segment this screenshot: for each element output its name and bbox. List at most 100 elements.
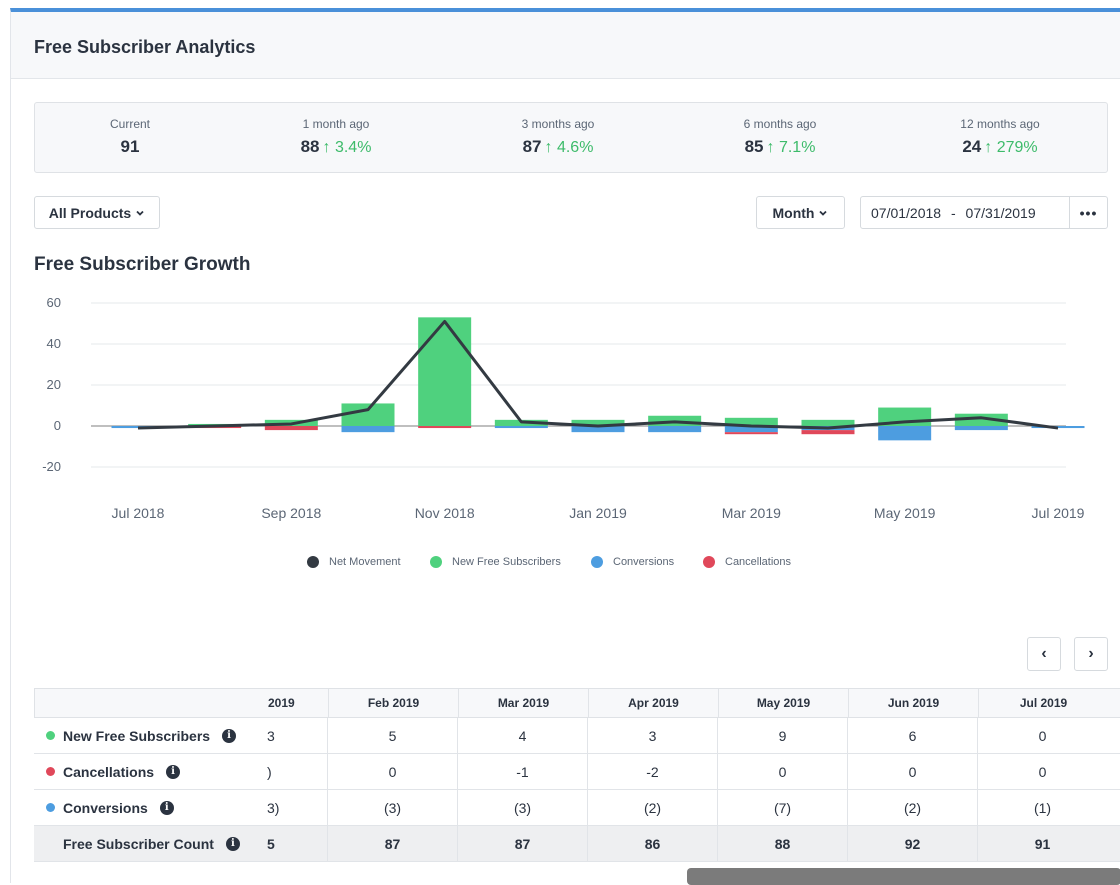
series-dot-spacer: [46, 839, 55, 848]
table-cell: 91: [977, 826, 1107, 861]
table-cell: 0: [327, 754, 457, 789]
chart-title: Free Subscriber Growth: [34, 254, 251, 275]
legend-label: Net Movement: [329, 556, 401, 568]
legend-new-free-subscribers[interactable]: New Free Subscribers: [430, 556, 561, 568]
table-cell: 0: [847, 754, 977, 789]
table-cell: 87: [327, 826, 457, 861]
bar-conversions: [954, 426, 1008, 431]
analytics-panel: Free Subscriber Analytics Current 91 1 m…: [10, 8, 1120, 885]
table-cell: (3): [327, 790, 457, 825]
column-header[interactable]: Mar 2019: [458, 689, 588, 717]
stat-value: 88: [300, 137, 320, 156]
legend-label: New Free Subscribers: [452, 556, 561, 568]
column-header-partial: 2019: [268, 696, 295, 710]
legend-swatch: [591, 556, 603, 568]
y-tick-label: 0: [54, 418, 61, 433]
table-cell: 0: [717, 754, 847, 789]
table-cell: (7): [717, 790, 847, 825]
chevron-left-icon: ‹: [1041, 645, 1047, 662]
arrow-up-icon: ↑: [766, 139, 775, 156]
info-icon[interactable]: i: [222, 728, 237, 743]
table-cell: 3: [587, 718, 717, 753]
chevron-down-icon: [819, 210, 828, 216]
info-icon[interactable]: i: [159, 800, 174, 815]
prev-page-button[interactable]: ‹: [1027, 637, 1061, 671]
table-cell: 88: [717, 826, 847, 861]
x-tick-label: Jan 2019: [569, 505, 627, 521]
period-dropdown-label: Month: [772, 204, 815, 221]
row-label-text: Cancellations: [63, 763, 155, 780]
table-cell: 0: [977, 718, 1107, 753]
legend-net-movement[interactable]: Net Movement: [307, 556, 401, 568]
row-label-text: New Free Subscribers: [63, 727, 211, 744]
table-cell: 0: [977, 754, 1107, 789]
column-header[interactable]: Jul 2019: [978, 689, 1108, 717]
ellipsis-icon: •••: [1079, 204, 1098, 221]
table-row-conversions: Conversions i 3) (3) (3) (2) (7) (2) (1): [34, 790, 1120, 826]
net-movement-line: [137, 319, 1059, 430]
bar-new-free-subscribers: [341, 403, 395, 426]
table-cell: (2): [847, 790, 977, 825]
products-dropdown-label: All Products: [48, 204, 132, 221]
legend-conversions[interactable]: Conversions: [591, 556, 674, 568]
arrow-up-icon: ↑: [984, 139, 993, 156]
legend-cancellations[interactable]: Cancellations: [703, 556, 791, 568]
info-icon[interactable]: i: [166, 764, 181, 779]
bar-new-free-subscribers: [571, 419, 625, 426]
bar-conversions: [341, 426, 395, 433]
stat-label: 12 months ago: [960, 117, 1040, 131]
panel-title: Free Subscriber Analytics: [34, 37, 256, 57]
bar-conversions: [724, 426, 778, 433]
horizontal-scrollbar[interactable]: [687, 868, 1120, 885]
stat-label: Current: [109, 117, 150, 131]
chart-legend: Net Movement New Free Subscribers Conver…: [11, 556, 1120, 572]
row-label: Cancellations i: [34, 754, 264, 789]
products-dropdown[interactable]: All Products: [34, 196, 160, 229]
legend-swatch: [430, 556, 442, 568]
row-label: Conversions i: [34, 790, 264, 825]
table-cell: 86: [587, 826, 717, 861]
legend-swatch: [703, 556, 715, 568]
breakdown-table: 2019 Feb 2019 Mar 2019 Apr 2019 May 2019…: [34, 688, 1120, 863]
column-header[interactable]: Feb 2019: [328, 689, 458, 717]
row-label: New Free Subscribers i: [34, 718, 264, 753]
table-row-cancellations: Cancellations i ) 0 -1 -2 0 0 0: [34, 754, 1120, 790]
table-cell: 3: [267, 727, 275, 744]
more-options-button[interactable]: •••: [1069, 197, 1107, 228]
series-dot: [46, 731, 55, 740]
table-cell: -2: [587, 754, 717, 789]
y-tick-label: -20: [42, 459, 61, 474]
bar-conversions: [648, 426, 702, 433]
bar-conversions: [571, 426, 625, 433]
column-header[interactable]: Apr 2019: [588, 689, 718, 717]
series-dot: [46, 803, 55, 812]
table-cell: (3): [457, 790, 587, 825]
date-from[interactable]: 07/01/2018: [871, 205, 942, 221]
table-cell: 6: [847, 718, 977, 753]
stat-delta: 7.1%: [778, 139, 816, 156]
series-dot: [46, 767, 55, 776]
bar-new-free-subscribers: [954, 413, 1008, 426]
period-dropdown[interactable]: Month: [756, 196, 845, 229]
chevron-right-icon: ›: [1088, 645, 1094, 662]
table-cell: 3): [267, 799, 280, 816]
column-header[interactable]: May 2019: [718, 689, 848, 717]
x-tick-label: Jul 2018: [112, 505, 165, 521]
date-to[interactable]: 07/31/2019: [965, 205, 1036, 221]
bar-cancellations: [264, 426, 318, 431]
stat-label: 1 month ago: [302, 117, 370, 131]
stat-6-months: 6 months ago 85 ↑ 7.1%: [669, 103, 891, 174]
date-range-picker[interactable]: 07/01/2018 - 07/31/2019 •••: [860, 196, 1108, 229]
arrow-up-icon: ↑: [544, 139, 553, 156]
stat-value: 91: [120, 137, 140, 156]
table-cell: 5: [327, 718, 457, 753]
stat-label: 3 months ago: [521, 117, 595, 131]
next-page-button[interactable]: ›: [1074, 637, 1108, 671]
table-header-row: 2019 Feb 2019 Mar 2019 Apr 2019 May 2019…: [34, 688, 1120, 718]
bar-cancellations: [724, 432, 778, 435]
column-header[interactable]: Jun 2019: [848, 689, 978, 717]
x-tick-label: Nov 2018: [415, 505, 475, 521]
stat-label: 6 months ago: [743, 117, 817, 131]
info-icon[interactable]: i: [225, 836, 240, 851]
table-cell: 87: [457, 826, 587, 861]
